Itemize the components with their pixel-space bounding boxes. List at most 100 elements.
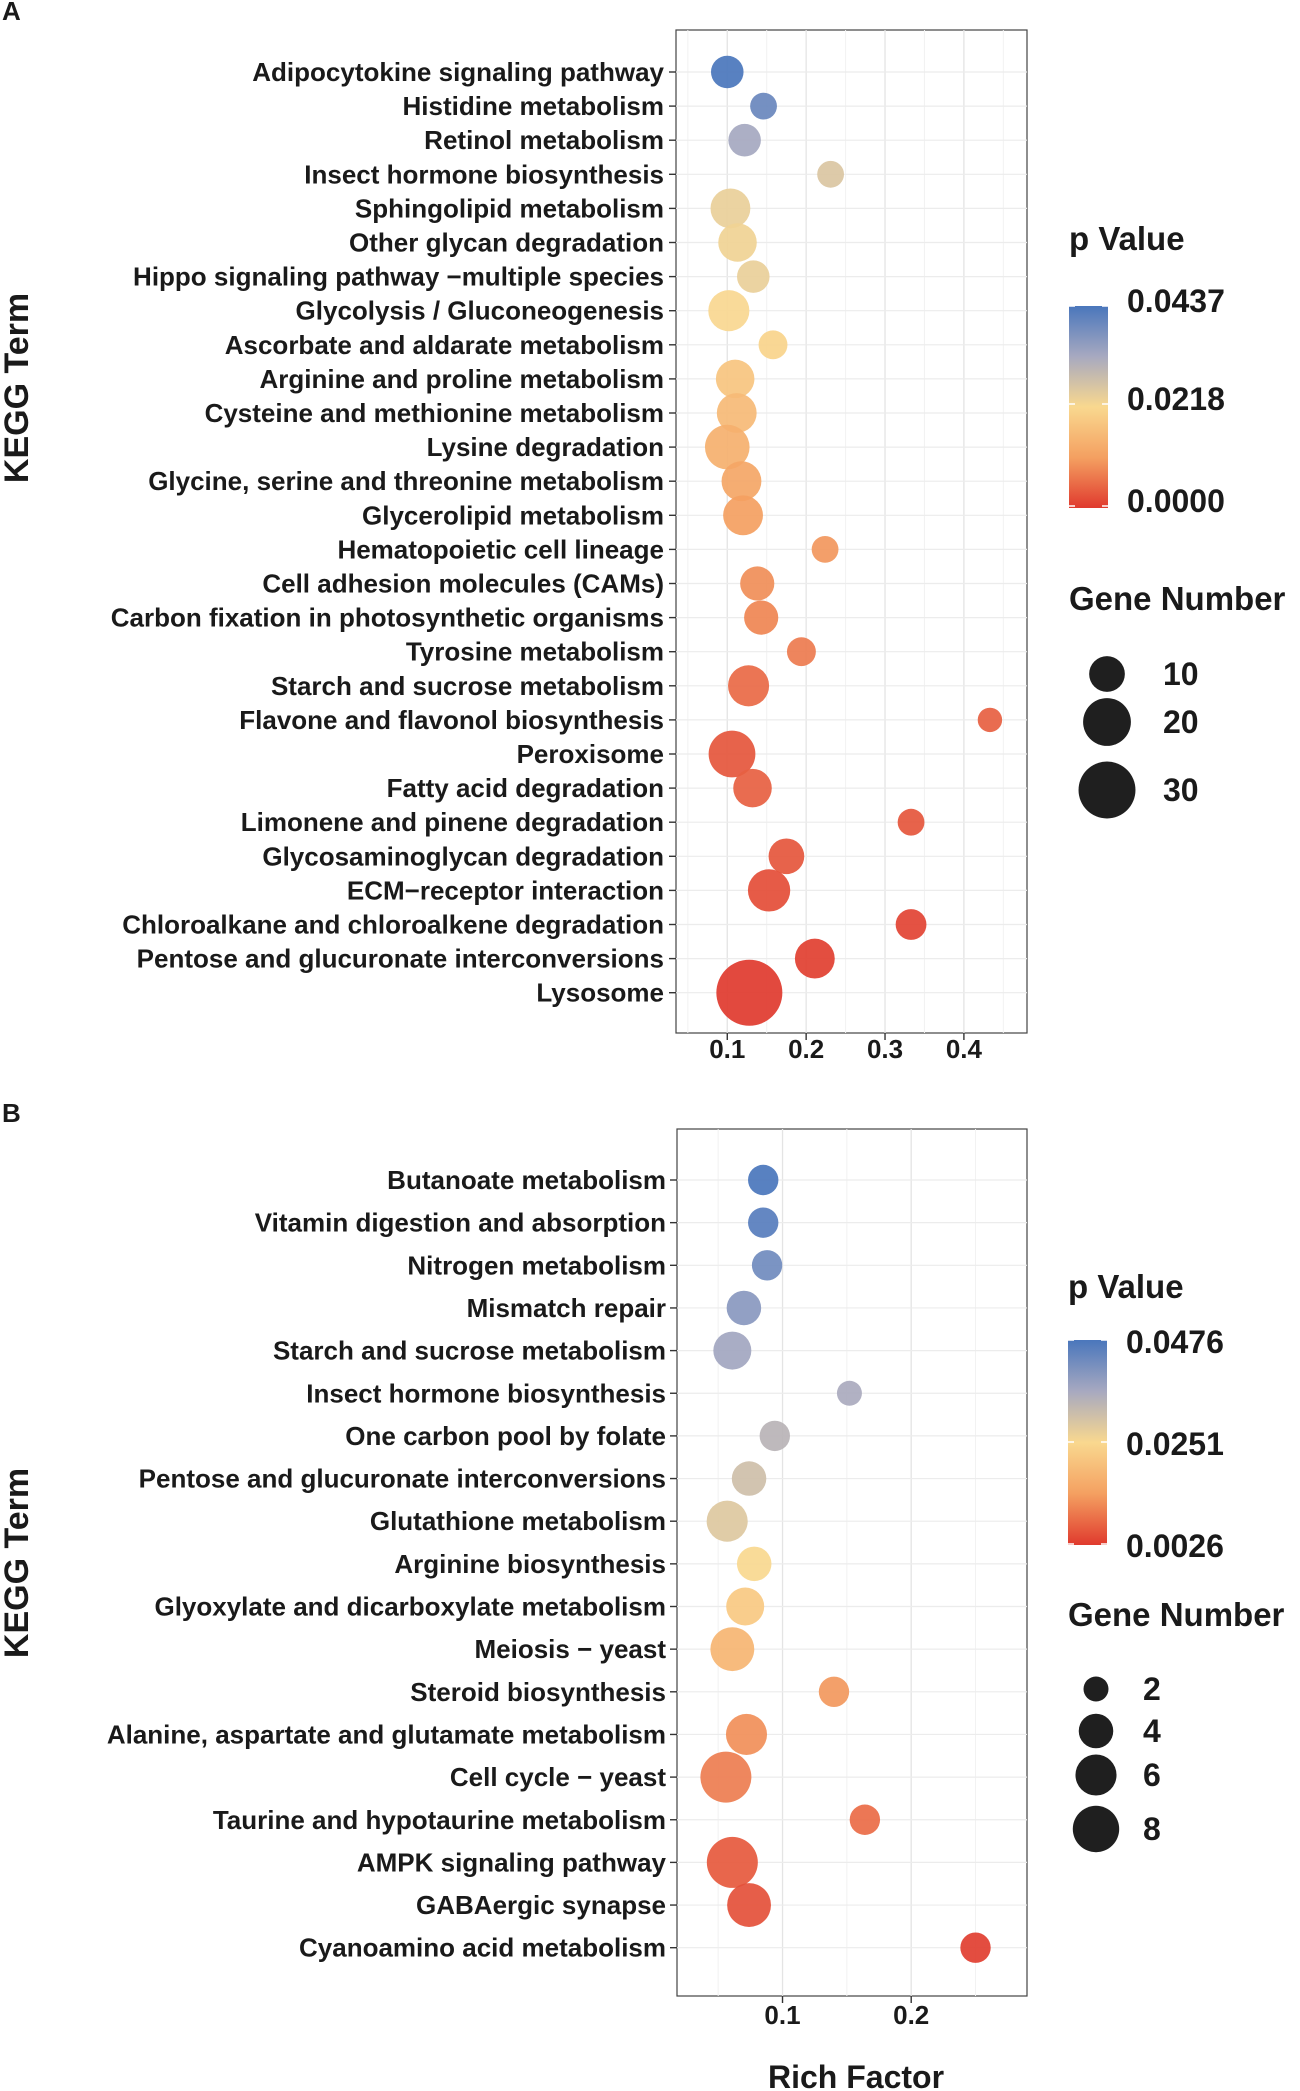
- point-adipocytokine-signaling-pathway: [710, 55, 744, 89]
- data-points: [704, 55, 1003, 1026]
- point-gabaergic-synapse: [727, 1883, 771, 1927]
- panel-letter-b: B: [2, 1098, 21, 1128]
- gene-number-legend-label: 20: [1163, 704, 1199, 740]
- point-chloroalkane-and-chloroalkene-degradation: [895, 909, 927, 940]
- x-tick-label: 0.3: [867, 1034, 903, 1064]
- term-label-chloroalkane-and-chloroalkene-degradation: Chloroalkane and chloroalkene degradatio…: [122, 910, 664, 940]
- term-label-cell-adhesion-molecules-cams: Cell adhesion molecules (CAMs): [262, 569, 664, 599]
- gene-number-legend-label: 10: [1163, 656, 1199, 692]
- point-ampk-signaling-pathway: [706, 1836, 758, 1888]
- term-label-pentose-and-glucuronate-interconversions: Pentose and glucuronate interconversions: [139, 1464, 666, 1494]
- pvalue-legend-min: 0.0026: [1126, 1528, 1224, 1564]
- term-label-fatty-acid-degradation: Fatty acid degradation: [387, 773, 664, 803]
- term-label-cell-cycle-yeast: Cell cycle − yeast: [450, 1762, 666, 1792]
- pvalue-legend-min: 0.0000: [1127, 483, 1225, 519]
- point-tyrosine-metabolism: [786, 637, 816, 667]
- point-sphingolipid-metabolism: [710, 188, 751, 229]
- term-label-peroxisome: Peroxisome: [517, 739, 664, 769]
- point-flavone-and-flavonol-biosynthesis: [977, 707, 1003, 733]
- term-label-insect-hormone-biosynthesis: Insect hormone biosynthesis: [304, 159, 664, 189]
- term-label-arginine-and-proline-metabolism: Arginine and proline metabolism: [260, 364, 665, 394]
- term-label-meiosis-yeast: Meiosis − yeast: [475, 1634, 667, 1664]
- point-fatty-acid-degradation: [733, 768, 772, 808]
- point-carbon-fixation-in-photosynthetic-organisms: [744, 600, 779, 635]
- term-label-adipocytokine-signaling-pathway: Adipocytokine signaling pathway: [252, 57, 664, 87]
- term-label-ecm-receptor-interaction: ECM−receptor interaction: [347, 875, 664, 905]
- point-cysteine-and-methionine-metabolism: [716, 393, 757, 433]
- x-tick-label: 0.4: [946, 1034, 983, 1064]
- pvalue-legend-title: p Value: [1068, 1268, 1184, 1305]
- term-label-ascorbate-and-aldarate-metabolism: Ascorbate and aldarate metabolism: [225, 330, 664, 360]
- term-label-ampk-signaling-pathway: AMPK signaling pathway: [357, 1847, 667, 1877]
- point-taurine-and-hypotaurine-metabolism: [849, 1804, 881, 1835]
- gene-number-legend-dot: [1078, 761, 1136, 819]
- x-tick-label: 0.1: [709, 1034, 745, 1064]
- pvalue-legend-max: 0.0476: [1126, 1324, 1224, 1360]
- panel-b: B KEGG Term Butanoate metabolism Vitamin …: [0, 1098, 1285, 2091]
- point-cell-adhesion-molecules-cams: [740, 566, 775, 601]
- term-label-starch-and-sucrose-metabolism: Starch and sucrose metabolism: [273, 1336, 666, 1366]
- term-label-glycosaminoglycan-degradation: Glycosaminoglycan degradation: [262, 841, 664, 871]
- gene-number-legend-dot: [1083, 1676, 1109, 1702]
- term-label-starch-and-sucrose-metabolism: Starch and sucrose metabolism: [271, 671, 664, 701]
- term-label-glycerolipid-metabolism: Glycerolipid metabolism: [362, 500, 664, 530]
- point-glycerolipid-metabolism: [723, 495, 763, 536]
- term-label-steroid-biosynthesis: Steroid biosynthesis: [410, 1677, 666, 1707]
- gene-number-legend-label: 8: [1143, 1811, 1161, 1847]
- term-label-flavone-and-flavonol-biosynthesis: Flavone and flavonol biosynthesis: [239, 705, 664, 735]
- point-insect-hormone-biosynthesis: [836, 1380, 862, 1406]
- point-butanoate-metabolism: [748, 1164, 779, 1196]
- point-pentose-and-glucuronate-interconversions: [794, 938, 835, 979]
- x-tick-label: 0.2: [893, 2000, 929, 2030]
- term-label-alanine-aspartate-and-glutamate-metabolism: Alanine, aspartate and glutamate metabol…: [107, 1719, 666, 1749]
- gene-number-legend-label: 6: [1143, 1757, 1161, 1793]
- term-label-arginine-biosynthesis: Arginine biosynthesis: [394, 1549, 666, 1579]
- term-label-vitamin-digestion-and-absorption: Vitamin digestion and absorption: [255, 1208, 666, 1238]
- point-steroid-biosynthesis: [818, 1676, 850, 1707]
- term-label-taurine-and-hypotaurine-metabolism: Taurine and hypotaurine metabolism: [213, 1805, 666, 1835]
- point-other-glycan-degradation: [718, 223, 757, 262]
- term-label-cyanoamino-acid-metabolism: Cyanoamino acid metabolism: [299, 1933, 666, 1963]
- term-label-retinol-metabolism: Retinol metabolism: [424, 125, 664, 155]
- term-label-nitrogen-metabolism: Nitrogen metabolism: [407, 1250, 666, 1280]
- point-meiosis-yeast: [710, 1627, 755, 1672]
- point-insect-hormone-biosynthesis: [817, 160, 844, 188]
- colorbar-ticks: [1069, 305, 1108, 507]
- term-label-pentose-and-glucuronate-interconversions: Pentose and glucuronate interconversions: [137, 944, 664, 974]
- point-arginine-and-proline-metabolism: [715, 359, 755, 399]
- gene-number-legend-title: Gene Number: [1068, 1596, 1285, 1633]
- gene-number-legend-label: 2: [1143, 1671, 1161, 1707]
- term-label-sphingolipid-metabolism: Sphingolipid metabolism: [355, 193, 664, 223]
- pvalue-legend-mid: 0.0251: [1126, 1426, 1224, 1462]
- point-alanine-aspartate-and-glutamate-metabolism: [725, 1713, 768, 1755]
- point-lysosome: [716, 959, 783, 1026]
- point-hematopoietic-cell-lineage: [811, 535, 839, 563]
- term-label-mismatch-repair: Mismatch repair: [467, 1293, 666, 1323]
- gene-number-legend-dot: [1078, 1713, 1114, 1749]
- gene-number-legend-title: Gene Number: [1069, 580, 1286, 617]
- point-cell-cycle-yeast: [700, 1751, 752, 1803]
- point-ecm-receptor-interaction: [747, 869, 791, 912]
- term-label-histidine-metabolism: Histidine metabolism: [403, 91, 665, 121]
- term-label-one-carbon-pool-by-folate: One carbon pool by folate: [345, 1421, 666, 1451]
- pvalue-colorbar: [1068, 1340, 1107, 1545]
- panel-letter-a: A: [2, 0, 21, 26]
- point-peroxisome: [708, 730, 756, 778]
- point-cyanoamino-acid-metabolism: [960, 1932, 991, 1963]
- point-glutathione-metabolism: [706, 1500, 748, 1542]
- term-label-other-glycan-degradation: Other glycan degradation: [349, 228, 664, 258]
- term-label-insect-hormone-biosynthesis: Insect hormone biosynthesis: [306, 1378, 666, 1408]
- plot-area: [675, 29, 1028, 1034]
- term-label-butanoate-metabolism: Butanoate metabolism: [387, 1165, 666, 1195]
- term-label-glyoxylate-and-dicarboxylate-metabolism: Glyoxylate and dicarboxylate metabolism: [154, 1592, 666, 1622]
- gene-number-legend-dot: [1075, 1754, 1117, 1796]
- point-vitamin-digestion-and-absorption: [748, 1207, 779, 1238]
- y-axis-label: KEGG Term: [0, 293, 36, 483]
- term-label-limonene-and-pinene-degradation: Limonene and pinene degradation: [241, 807, 664, 837]
- gene-number-legend-label: 30: [1163, 772, 1199, 808]
- point-one-carbon-pool-by-folate: [759, 1420, 790, 1452]
- term-label-carbon-fixation-in-photosynthetic-organisms: Carbon fixation in photosynthetic organi…: [111, 603, 664, 633]
- point-glycine-serine-and-threonine-metabolism: [721, 461, 762, 502]
- point-glycolysis-gluconeogenesis: [708, 290, 750, 332]
